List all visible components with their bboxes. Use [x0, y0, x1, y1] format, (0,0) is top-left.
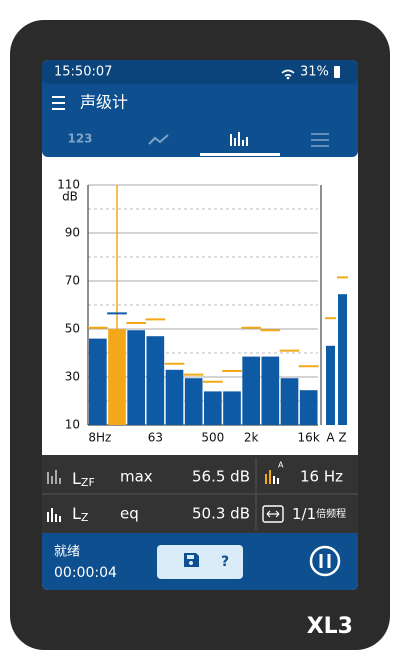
bar — [261, 356, 280, 425]
y-axis-unit: dB — [62, 190, 78, 204]
readout-kind: max — [120, 468, 153, 486]
clock: 15:50:07 — [54, 65, 112, 80]
chart: dB 10 30 50 70 90 110 8Hz 63 500 2k 16k A Z — [57, 178, 348, 445]
tab-spectrum[interactable] — [230, 132, 248, 146]
x-tick-label: 500 — [201, 431, 224, 445]
resolution-arrows — [266, 510, 280, 518]
status-bar — [42, 60, 358, 84]
bar — [108, 329, 126, 425]
readout-value: 50.3 dB — [192, 505, 250, 523]
bar — [223, 391, 241, 425]
tab-settings[interactable] — [311, 133, 329, 147]
help-button[interactable]: ? — [221, 554, 229, 570]
band-icon — [265, 470, 279, 484]
bar — [184, 378, 203, 425]
lz-icon — [47, 508, 61, 522]
bar — [326, 345, 335, 425]
bar — [89, 338, 107, 425]
band-value[interactable]: 16 Hz — [300, 468, 343, 486]
pause-icon — [319, 554, 331, 568]
y-tick-label: 50 — [65, 322, 80, 336]
tab-trend[interactable] — [148, 134, 169, 145]
lzf-symbol: LZF — [72, 469, 95, 490]
bar — [242, 356, 260, 425]
save-icon-slot — [187, 555, 194, 559]
x-tick-label: Z — [338, 431, 346, 445]
resolution-icon — [262, 505, 284, 523]
lz-symbol: LZ — [72, 504, 89, 525]
battery-icon — [334, 66, 340, 78]
y-tick-label: 90 — [65, 226, 80, 240]
x-tick-label: 2k — [244, 431, 259, 445]
app-title: 声级计 — [80, 93, 128, 112]
tab-indicator — [200, 153, 280, 156]
x-tick-label: 63 — [148, 431, 163, 445]
save-button[interactable] — [157, 545, 243, 579]
readout-kind: eq — [120, 505, 139, 523]
model-label: XL3 — [307, 614, 353, 639]
lzf-icon — [47, 470, 61, 484]
tab-number[interactable]: 123 — [67, 132, 92, 146]
save-icon-dot — [189, 561, 193, 565]
bar — [146, 336, 165, 425]
status-text: 就绪 — [54, 545, 80, 560]
y-tick-label: 110 — [57, 178, 80, 192]
readout-value: 56.5 dB — [192, 468, 250, 486]
elapsed-time: 00:00:04 — [54, 565, 117, 581]
bar — [165, 369, 184, 425]
pause-button[interactable] — [309, 545, 341, 577]
y-tick-label: 10 — [65, 418, 80, 432]
wifi-dot — [286, 76, 290, 80]
bar — [338, 294, 347, 425]
y-tick-label: 30 — [65, 370, 80, 384]
resolution-value[interactable]: 1/1倍频程 — [292, 505, 346, 523]
wifi-icon — [281, 69, 295, 77]
x-tick-label: 8Hz — [88, 431, 111, 445]
menu-button[interactable] — [52, 96, 65, 110]
bar — [204, 391, 222, 425]
y-tick-label: 70 — [65, 274, 80, 288]
header-bg — [42, 60, 358, 157]
x-tick-label: A — [326, 431, 335, 445]
bar — [299, 390, 318, 425]
band-icon-a: A — [278, 461, 284, 470]
bar — [280, 378, 299, 425]
x-tick-label: 16k — [298, 431, 320, 445]
battery-level: 31% — [300, 65, 329, 80]
bar — [127, 330, 145, 425]
